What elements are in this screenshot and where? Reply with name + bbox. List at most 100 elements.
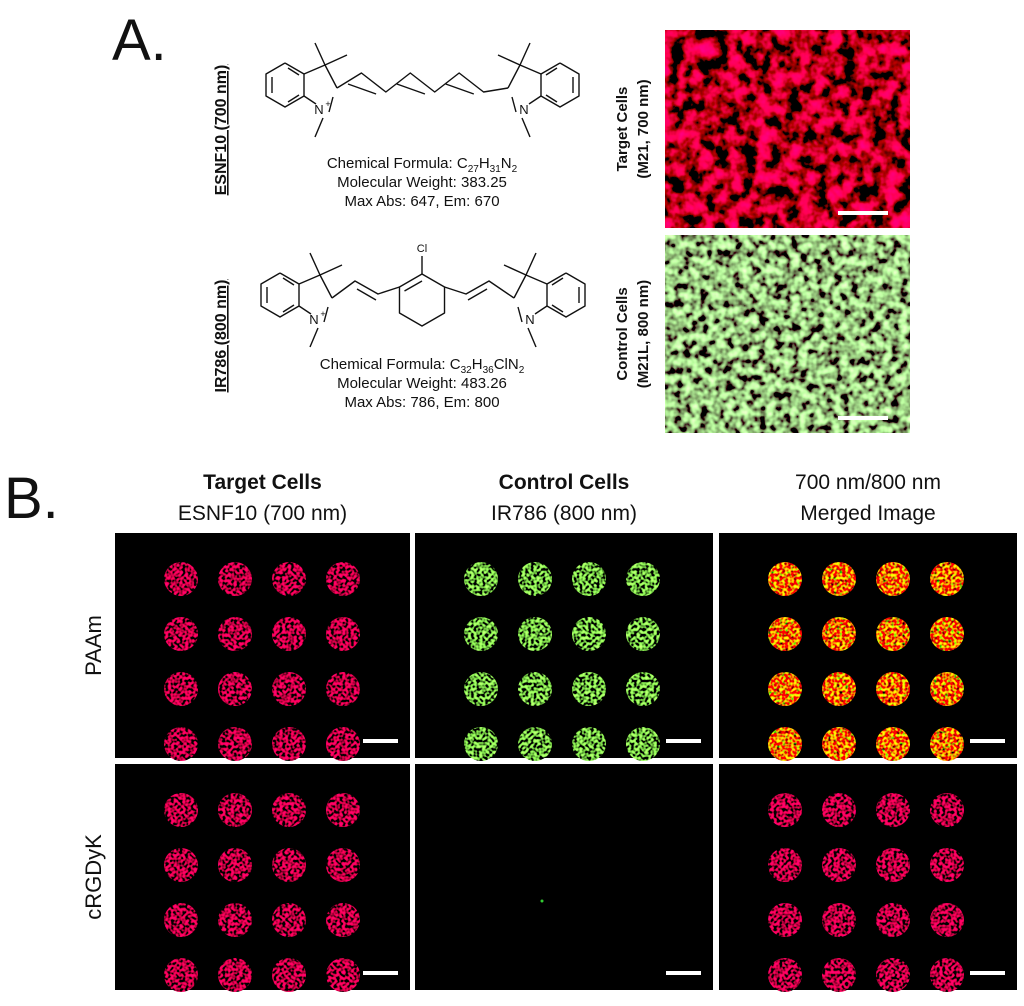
formula-part: N — [501, 155, 512, 172]
array-image — [719, 533, 1017, 758]
spot-array — [768, 793, 964, 992]
bond — [503, 252, 537, 276]
spot — [326, 617, 360, 651]
formula-part: Chemical Formula: C — [327, 155, 468, 172]
bond — [347, 83, 377, 95]
spot — [822, 958, 856, 992]
spot — [464, 727, 498, 761]
array-image — [115, 764, 410, 990]
formula-subscript: 32 — [461, 365, 473, 376]
formula-part: ClN — [494, 356, 519, 373]
column-title: Control Cells — [499, 471, 630, 494]
spot — [626, 672, 660, 706]
spot — [164, 903, 198, 937]
bond — [445, 83, 475, 95]
spot — [326, 727, 360, 761]
spot-array — [164, 562, 360, 761]
bond — [467, 288, 488, 301]
row-label: cRGDyK — [81, 834, 106, 920]
bond — [282, 304, 295, 313]
spot — [326, 793, 360, 827]
atom-label: + — [325, 99, 330, 109]
bond — [287, 94, 300, 103]
spot — [164, 562, 198, 596]
formula-subscript: 2 — [512, 164, 518, 175]
formula-subscript: 27 — [468, 164, 480, 175]
bond — [314, 42, 348, 66]
column-subtitle: Merged Image — [800, 502, 935, 525]
array-image — [115, 533, 410, 758]
spot — [464, 562, 498, 596]
spot — [326, 562, 360, 596]
formula-part: Chemical Formula: C — [320, 356, 461, 373]
bond — [527, 327, 537, 348]
molecular-weight: Molecular Weight: 483.26 — [337, 375, 507, 392]
spot — [876, 793, 910, 827]
spot — [572, 617, 606, 651]
spot — [876, 727, 910, 761]
spot — [768, 958, 802, 992]
spot — [218, 672, 252, 706]
atom-label: N — [525, 312, 534, 327]
spot — [164, 848, 198, 882]
formula-subscript: 36 — [483, 365, 495, 376]
formula-part: H — [479, 155, 490, 172]
microscopy-image — [665, 235, 910, 433]
spot — [218, 562, 252, 596]
spot — [930, 727, 964, 761]
spot — [272, 727, 306, 761]
panel-label: B. — [4, 466, 59, 531]
spot — [272, 848, 306, 882]
bond — [551, 277, 564, 286]
spot — [626, 617, 660, 651]
image-subtitle: (M21L, 800 nm) — [635, 280, 652, 388]
bond — [309, 252, 343, 276]
bond — [513, 274, 548, 299]
bond — [336, 72, 509, 93]
bond — [507, 64, 542, 89]
spot — [822, 903, 856, 937]
spot — [876, 848, 910, 882]
spot — [822, 562, 856, 596]
bond — [497, 42, 531, 66]
spot — [572, 672, 606, 706]
spot — [930, 793, 964, 827]
array-image — [415, 764, 713, 990]
atom-label: + — [320, 309, 325, 319]
spot — [272, 793, 306, 827]
bond — [396, 83, 426, 95]
bond — [444, 280, 515, 299]
spot — [272, 562, 306, 596]
spot — [518, 562, 552, 596]
spot — [464, 617, 498, 651]
image-title: Target Cells — [614, 87, 631, 172]
spot — [164, 958, 198, 992]
spot — [768, 562, 802, 596]
spot — [822, 672, 856, 706]
formula-part: H — [472, 356, 483, 373]
image-subtitle: (M21, 700 nm) — [635, 79, 652, 178]
array-image — [719, 764, 1017, 990]
spot — [518, 617, 552, 651]
spot — [876, 562, 910, 596]
spot — [822, 793, 856, 827]
spectra: Max Abs: 647, Em: 670 — [344, 193, 499, 210]
microscopy-image — [665, 30, 910, 228]
spot — [930, 848, 964, 882]
atom-label: N — [519, 102, 528, 117]
spot — [326, 848, 360, 882]
spot — [876, 903, 910, 937]
spot — [572, 727, 606, 761]
atom-label: N — [314, 102, 323, 117]
column-subtitle: IR786 (800 nm) — [491, 502, 637, 525]
spot — [218, 793, 252, 827]
formula-subscript: 31 — [490, 164, 502, 175]
spot — [218, 617, 252, 651]
spot — [930, 958, 964, 992]
atom-label: Cl — [417, 243, 427, 255]
spot — [218, 958, 252, 992]
formula-subscript: 2 — [519, 365, 525, 376]
spot — [326, 958, 360, 992]
spot — [626, 562, 660, 596]
